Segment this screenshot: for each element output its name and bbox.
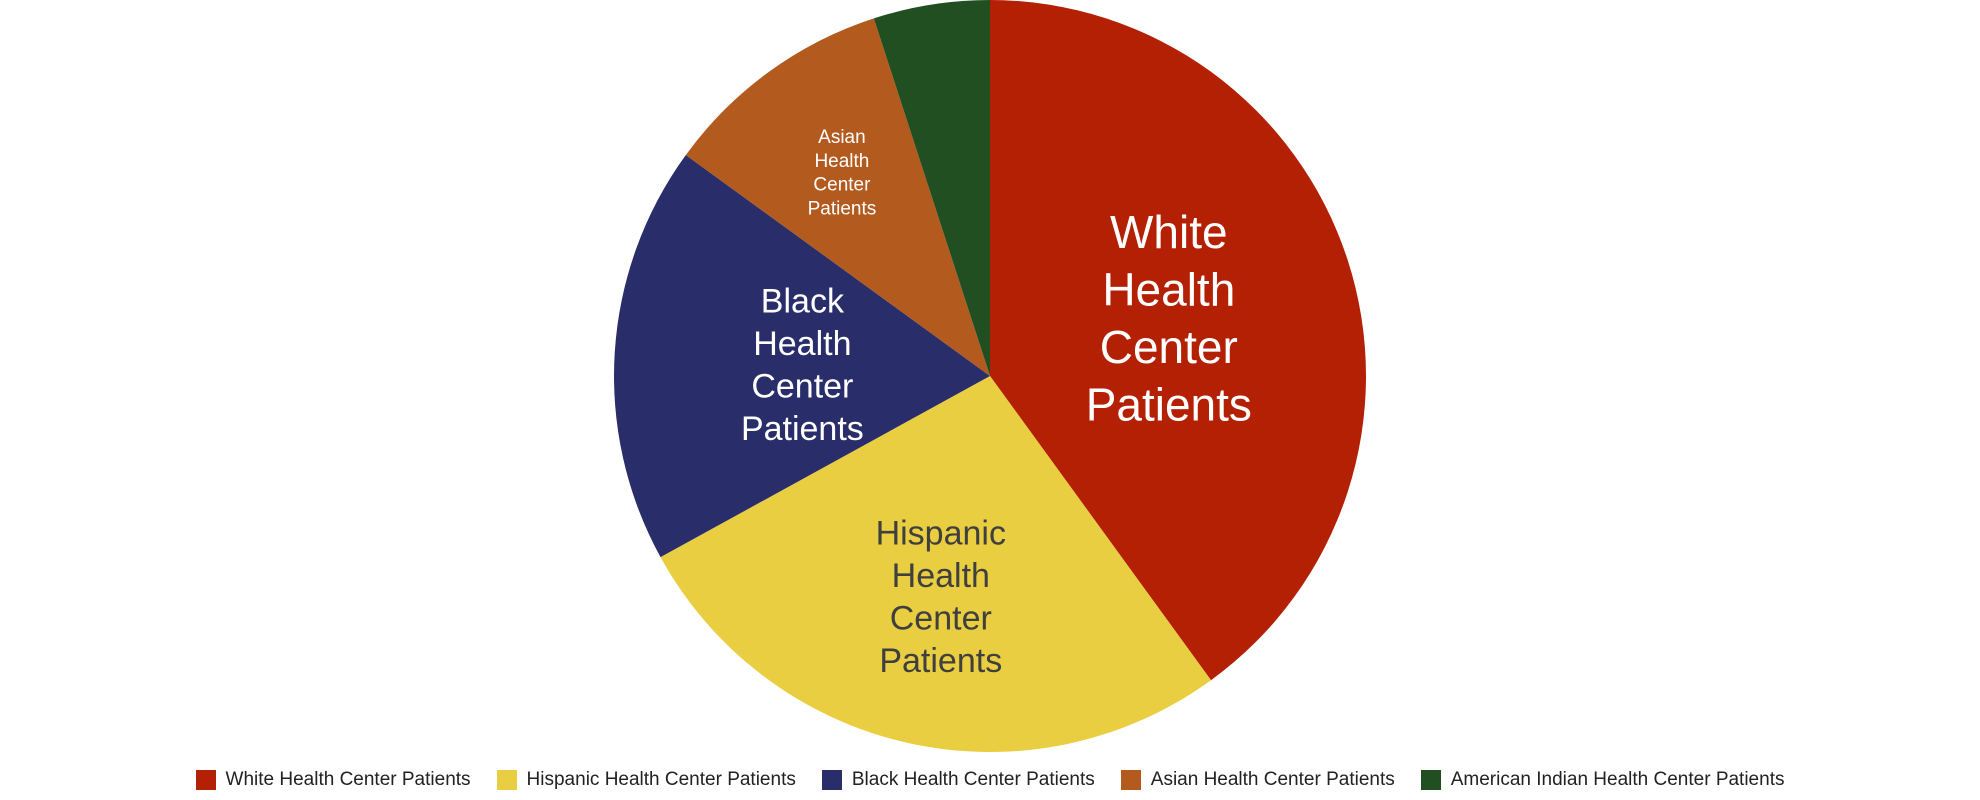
- legend-item-white[interactable]: White Health Center Patients: [195, 769, 471, 791]
- pie-slice-hispanic[interactable]: [660, 376, 1212, 752]
- legend-item-american-indian[interactable]: American Indian Health Center Patients: [1420, 769, 1785, 791]
- legend-swatch-hispanic: [496, 770, 517, 790]
- slice-label-white: White Health Center Patients: [1086, 206, 1252, 430]
- chart-legend: White Health Center Patients Hispanic He…: [0, 766, 1980, 794]
- legend-swatch-american-indian: [1420, 770, 1441, 790]
- legend-item-asian[interactable]: Asian Health Center Patients: [1120, 769, 1395, 791]
- legend-swatch-white: [195, 770, 216, 790]
- legend-label-hispanic: Hispanic Health Center Patients: [526, 769, 796, 790]
- legend-swatch-black: [821, 770, 842, 790]
- pie-slices: [614, 0, 1366, 752]
- legend-label-white: White Health Center Patients: [225, 769, 471, 790]
- legend-item-black[interactable]: Black Health Center Patients: [821, 769, 1095, 791]
- pie-slice-american-indian[interactable]: [873, 0, 990, 376]
- pie-slice-labels: White Health Center Patients Hispanic Health C…: [741, 127, 1252, 680]
- slice-label-asian: Asian Health Center Patients: [808, 127, 877, 219]
- legend-swatch-asian: [1120, 770, 1141, 790]
- pie-slice-asian[interactable]: [685, 18, 990, 377]
- legend-label-black: Black Health Center Patients: [851, 769, 1095, 790]
- legend-item-hispanic[interactable]: Hispanic Health Center Patients: [496, 769, 796, 791]
- pie-slice-white[interactable]: [990, 0, 1366, 681]
- slice-label-black: Black Health Center Patients: [741, 282, 864, 448]
- slice-label-hispanic: Hispanic Health Center Patients: [876, 514, 1006, 680]
- pie-chart: White Health Center Patients Hispanic Health C…: [614, 0, 1366, 752]
- legend-label-asian: Asian Health Center Patients: [1150, 769, 1395, 790]
- legend-label-american-indian: American Indian Health Center Patients: [1450, 769, 1785, 790]
- pie-slice-black[interactable]: [614, 154, 990, 558]
